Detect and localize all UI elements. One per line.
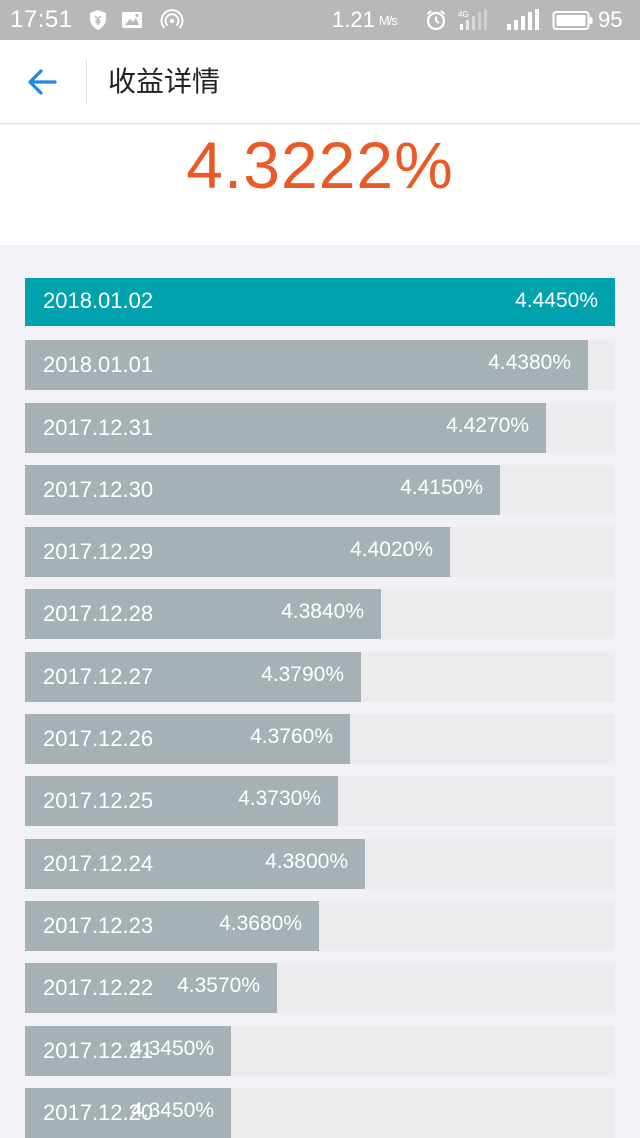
rate-value-label: 4.4380% — [488, 351, 571, 375]
summary-rate-panel: 4.3222% — [0, 125, 640, 245]
back-button[interactable] — [18, 60, 66, 104]
rate-row[interactable]: 2017.12.29 4.4020% — [25, 527, 615, 578]
rate-date: 2017.12.23 — [43, 912, 154, 938]
rate-row[interactable]: 2017.12.31 4.4270% — [25, 402, 615, 453]
rate-bar — [25, 1087, 231, 1138]
image-notification-icon — [120, 0, 144, 40]
rate-value-label: 4.4020% — [350, 538, 433, 562]
rate-value-label: 4.4150% — [400, 475, 483, 499]
rate-date: 2017.12.26 — [43, 726, 154, 752]
rate-value-label: 4.3840% — [281, 600, 364, 624]
header-divider — [86, 60, 87, 104]
network-speed-value: 1.21 — [332, 7, 375, 32]
rate-row[interactable]: 2018.01.01 4.4380% — [25, 340, 615, 391]
rate-row[interactable]: 2017.12.28 4.3840% — [25, 589, 615, 640]
rate-bar — [25, 900, 319, 951]
rate-bar — [25, 838, 365, 889]
rate-row[interactable]: 2017.12.23 4.3680% — [25, 900, 615, 951]
rate-row[interactable]: 2017.12.22 4.3570% — [25, 963, 615, 1014]
summary-rate: 4.3222% — [186, 128, 454, 202]
rate-date: 2018.01.01 — [43, 352, 154, 378]
rate-bar — [25, 402, 546, 453]
rate-value-label: 4.3730% — [238, 787, 321, 811]
signal-strength-icon — [506, 0, 540, 40]
rate-value-label: 4.3800% — [265, 849, 348, 873]
rate-value-label: 4.3570% — [177, 974, 260, 998]
rate-bar — [25, 527, 450, 578]
rate-value-label: 4.3760% — [250, 725, 333, 749]
network-speed-unit: M/s — [378, 12, 398, 28]
rate-value-label: 4.3680% — [219, 911, 302, 935]
rate-value-label: 4.4270% — [446, 413, 529, 437]
rate-date: 2017.12.21 — [43, 1037, 154, 1063]
rate-row[interactable]: 2017.12.24 4.3800% — [25, 838, 615, 889]
rate-date: 2017.12.30 — [43, 476, 154, 502]
rate-date: 2017.12.29 — [43, 539, 154, 565]
battery-level: 95 — [598, 7, 623, 32]
rate-bar — [25, 1025, 231, 1076]
daily-rate-list: 2018.01.02 4.4450% 2018.01.01 4.4380% 2017.1… — [25, 278, 615, 1138]
hotspot-icon — [160, 0, 184, 40]
rate-row[interactable]: 2017.12.30 4.4150% — [25, 464, 615, 515]
network-speed: 1.21 M/s — [332, 0, 398, 40]
rate-bar — [25, 714, 350, 765]
rate-bar — [25, 464, 500, 515]
rate-value-label: 4.3450% — [131, 1036, 214, 1060]
rate-value-label: 4.3450% — [131, 1098, 214, 1122]
rate-date: 2017.12.27 — [43, 663, 154, 689]
rate-date: 2017.12.24 — [43, 850, 154, 876]
alarm-icon — [424, 0, 448, 40]
rate-date: 2017.12.22 — [43, 975, 154, 1001]
network-type: 4G — [458, 10, 469, 19]
battery-icon — [552, 0, 594, 40]
app-header: 收益详情 — [0, 40, 640, 124]
rate-date: 2018.01.02 — [43, 288, 154, 313]
rate-date: 2017.12.28 — [43, 601, 154, 627]
page-title: 收益详情 — [108, 65, 221, 98]
rate-value-label: 4.4450% — [515, 289, 598, 312]
rate-row[interactable]: 2017.12.20 4.3450% — [25, 1087, 615, 1138]
shield-yen-icon — [86, 0, 110, 40]
rate-date: 2017.12.25 — [43, 788, 154, 814]
status-time: 17:51 — [10, 6, 73, 33]
rate-bar — [25, 278, 615, 326]
rate-bar — [25, 340, 588, 391]
rate-row[interactable]: 2017.12.26 4.3760% — [25, 714, 615, 765]
rate-bar — [25, 776, 338, 827]
rate-date: 2017.12.20 — [43, 1099, 154, 1125]
rate-bar — [25, 963, 277, 1014]
rate-row[interactable]: 2017.12.25 4.3730% — [25, 776, 615, 827]
rate-bar — [25, 589, 381, 640]
rate-value-label: 4.3790% — [261, 662, 344, 686]
rate-date: 2017.12.31 — [43, 414, 154, 440]
signal-4g-icon: 4G — [458, 0, 494, 40]
rate-row[interactable]: 2018.01.02 4.4450% — [25, 278, 615, 326]
rate-row[interactable]: 2017.12.27 4.3790% — [25, 651, 615, 702]
rate-row[interactable]: 2017.12.21 4.3450% — [25, 1025, 615, 1076]
arrow-left-icon — [28, 69, 57, 95]
status-bar: 17:51 1.21 M/s 4G 95 — [0, 0, 640, 40]
rate-bar — [25, 651, 361, 702]
